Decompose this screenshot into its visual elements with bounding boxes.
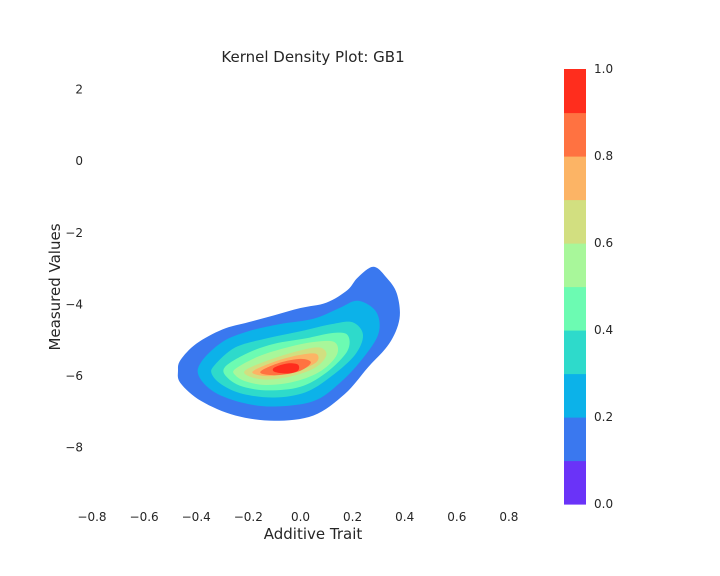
colorbar-segment [564,112,586,157]
y-tick-label: −8 [65,441,83,455]
colorbar-segment [564,417,586,462]
colorbar-segment [564,373,586,418]
x-tick-label: 0.6 [447,510,466,524]
y-axis-label: Measured Values [46,223,64,350]
colorbar-tick-label: 1.0 [594,62,613,76]
plot-area [177,266,400,421]
x-axis-ticks: −0.8 −0.6 −0.4 −0.2 0.0 0.2 0.4 0.6 0.8 [77,510,518,524]
colorbar-segment [564,243,586,288]
chart-title: Kernel Density Plot: GB1 [221,48,404,66]
colorbar-tick-label: 0.0 [594,497,613,511]
colorbar-tick-label: 0.6 [594,236,613,250]
colorbar-tick-label: 0.8 [594,149,613,163]
y-tick-label: 2 [75,83,83,97]
colorbar-segment [564,286,586,331]
x-tick-label: −0.6 [130,510,159,524]
y-axis-ticks: 2 0 −2 −4 −6 −8 [65,83,83,455]
y-tick-label: 0 [75,154,83,168]
colorbar-segment [564,69,586,114]
x-tick-label: 0.8 [499,510,518,524]
colorbar-ticks: 0.0 0.2 0.4 0.6 0.8 1.0 [594,62,613,511]
x-tick-label: 0.0 [291,510,310,524]
density-contour-level-9 [272,363,300,374]
colorbar-tick-label: 0.4 [594,323,613,337]
colorbar [564,69,586,505]
colorbar-tick-label: 0.2 [594,410,613,424]
x-tick-label: 0.2 [343,510,362,524]
x-tick-label: −0.2 [234,510,263,524]
y-tick-label: −6 [65,369,83,383]
x-tick-label: −0.8 [77,510,106,524]
colorbar-segment [564,330,586,375]
x-tick-label: −0.4 [182,510,211,524]
colorbar-segment [564,460,586,505]
y-tick-label: −2 [65,226,83,240]
x-axis-label: Additive Trait [264,525,363,543]
y-tick-label: −4 [65,297,83,311]
colorbar-segment [564,199,586,244]
x-tick-label: 0.4 [395,510,414,524]
colorbar-segment [564,156,586,201]
